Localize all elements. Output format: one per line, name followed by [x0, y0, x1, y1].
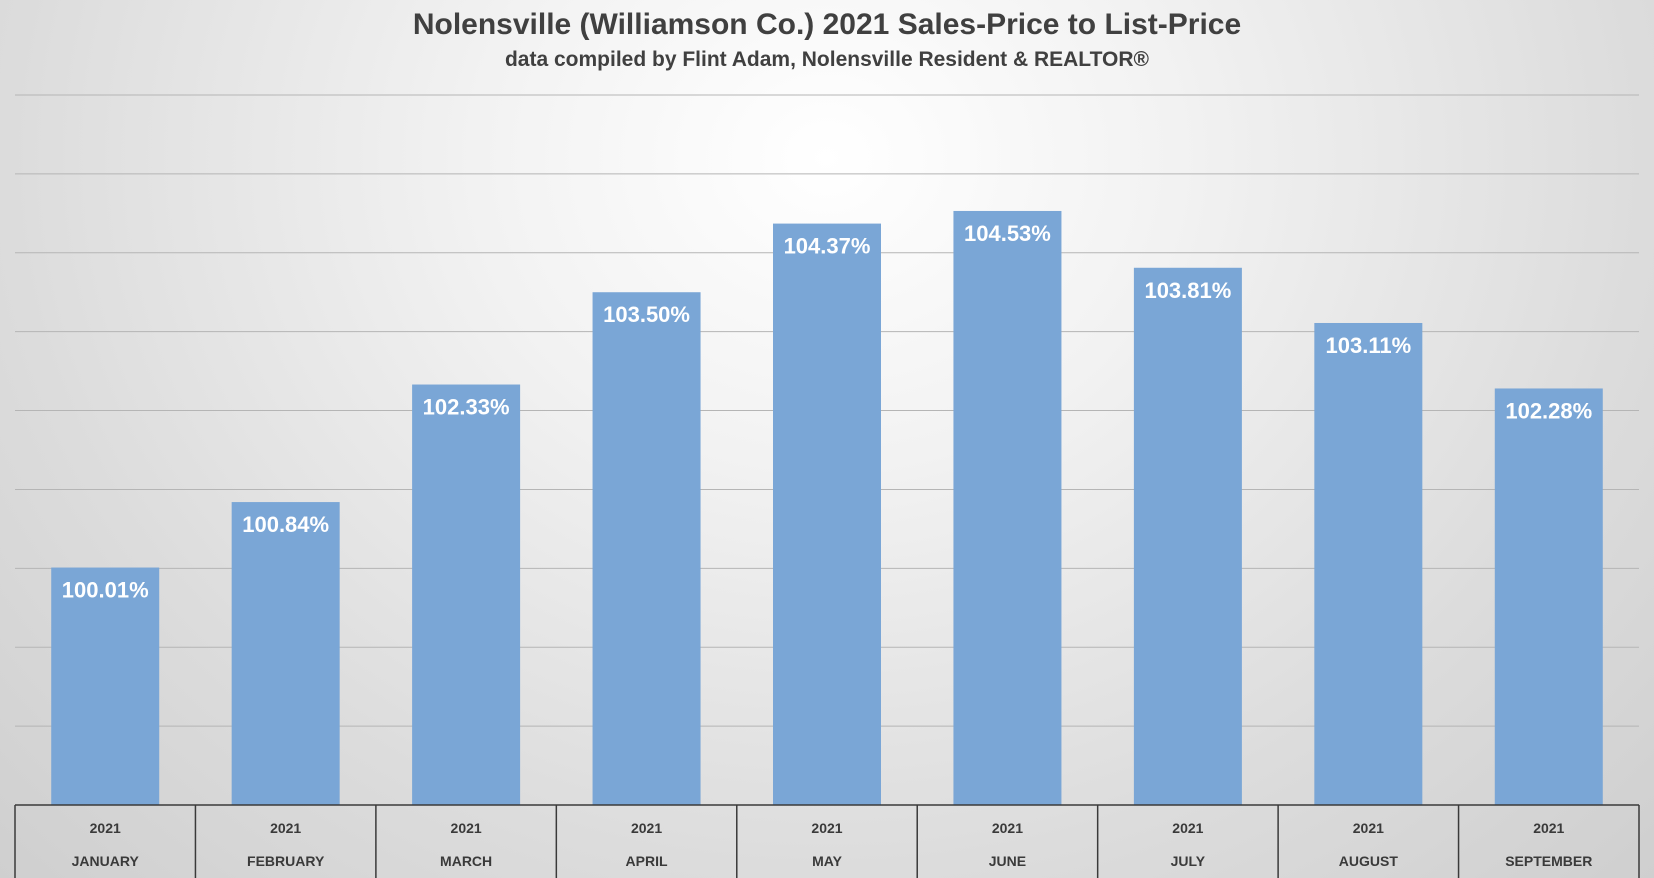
bar	[1314, 322, 1423, 805]
tick-label-month: MAY	[812, 853, 842, 869]
tick-label-year: 2021	[1172, 820, 1203, 836]
tick-label-month: APRIL	[626, 853, 668, 869]
bar	[773, 223, 881, 806]
tick-label-month: SEPTEMBER	[1505, 853, 1592, 869]
tick-label-year: 2021	[631, 820, 662, 836]
tick-label-year: 2021	[811, 820, 842, 836]
tick-label-year: 2021	[992, 820, 1023, 836]
data-label: 102.28%	[1505, 398, 1592, 423]
data-label: 100.84%	[242, 512, 329, 537]
tick-label-month: MARCH	[440, 853, 492, 869]
bar	[1133, 267, 1242, 805]
tick-label-month: FEBRUARY	[247, 853, 325, 869]
bar	[231, 502, 340, 805]
chart-title: Nolensville (Williamson Co.) 2021 Sales-…	[412, 8, 1242, 41]
bar	[412, 384, 521, 805]
tick-label-year: 2021	[1353, 820, 1384, 836]
chart-subtitle: data compiled by Flint Adam, Nolensville…	[504, 48, 1150, 71]
bar	[1494, 388, 1603, 805]
tick-label-month: JULY	[1171, 853, 1206, 869]
data-label: 103.11%	[1326, 333, 1412, 358]
tick-label-year: 2021	[1533, 820, 1564, 836]
data-label: 103.81%	[1144, 278, 1231, 303]
tick-label-year: 2021	[270, 820, 301, 836]
tick-label-month: AUGUST	[1339, 853, 1399, 869]
tick-label-year: 2021	[451, 820, 482, 836]
data-label: 104.37%	[784, 234, 871, 259]
tick-label-year: 2021	[90, 820, 121, 836]
data-label: 103.50%	[603, 302, 690, 327]
bar	[592, 292, 701, 805]
data-label: 102.33%	[423, 395, 510, 420]
tick-label-month: JANUARY	[72, 853, 140, 869]
data-label: 100.01%	[62, 578, 149, 603]
tick-label-month: JUNE	[989, 853, 1026, 869]
bar	[51, 567, 160, 805]
bar	[953, 210, 1062, 805]
data-label: 104.53%	[964, 221, 1051, 246]
